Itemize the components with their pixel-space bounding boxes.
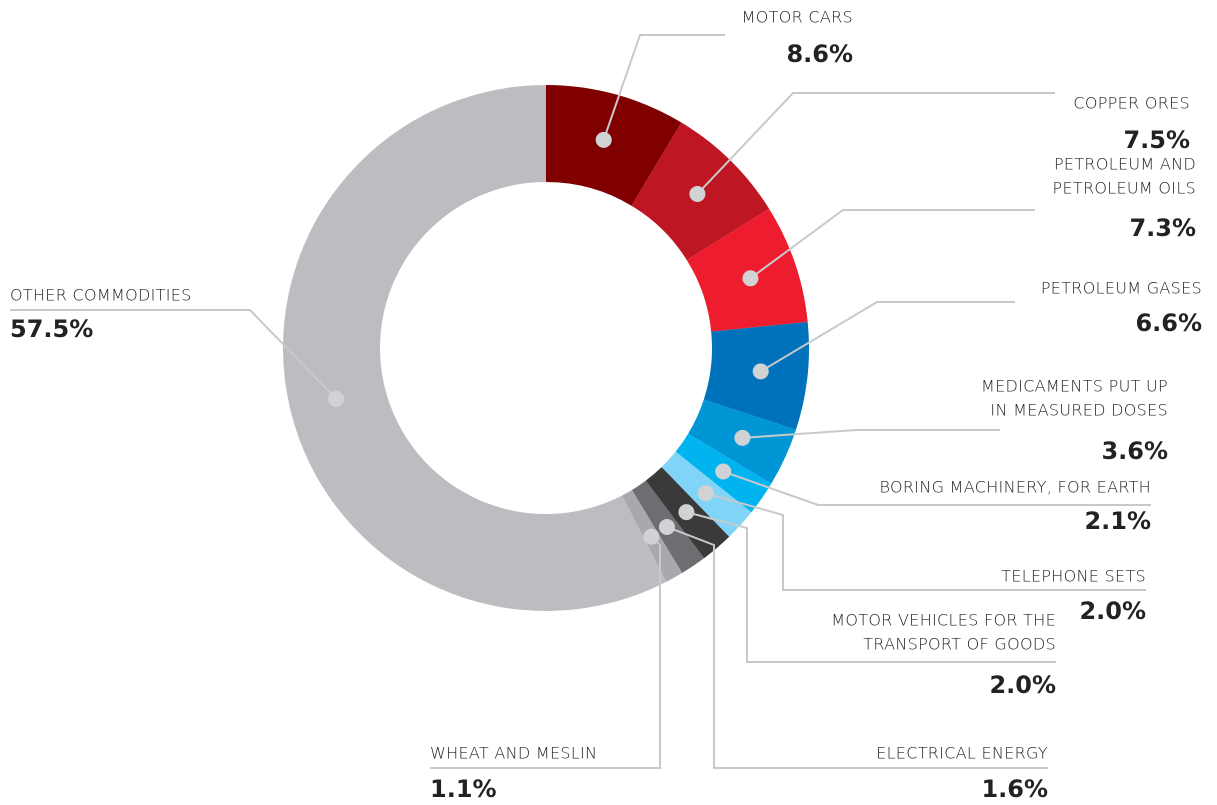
- label-dot: [689, 185, 706, 202]
- label-dot: [643, 528, 660, 545]
- value-label: 1.6%: [981, 775, 1048, 803]
- category-label: TELEPHONE SETS: [1001, 567, 1146, 586]
- label-dot: [734, 429, 751, 446]
- leader-line: [686, 511, 1056, 663]
- category-label: BORING MACHINERY, FOR EARTH: [880, 478, 1152, 497]
- category-label: TRANSPORT OF GOODS: [863, 635, 1056, 654]
- donut-segment: [546, 85, 682, 206]
- value-label: 2.1%: [1084, 507, 1151, 535]
- value-label: 57.5%: [10, 315, 93, 343]
- leader-line: [602, 34, 725, 141]
- label-dot: [742, 270, 759, 287]
- value-label: 8.6%: [786, 40, 853, 68]
- label-dot: [752, 363, 769, 380]
- leader-line: [749, 209, 1035, 280]
- leader-line: [760, 301, 1015, 373]
- value-label: 7.5%: [1123, 126, 1190, 154]
- category-label: PETROLEUM OILS: [1053, 179, 1196, 198]
- label-dot: [328, 390, 345, 407]
- category-label: IN MEASURED DOSES: [990, 401, 1168, 420]
- value-label: 1.1%: [430, 775, 497, 803]
- value-label: 2.0%: [989, 671, 1056, 699]
- label-dot: [658, 518, 675, 535]
- category-label: ELECTRICAL ENERGY: [876, 744, 1048, 763]
- category-label: OTHER COMMODITIES: [10, 286, 192, 305]
- category-label: MOTOR VEHICLES FOR THE: [831, 611, 1056, 630]
- leader-line: [696, 92, 1055, 195]
- label-dot: [595, 131, 612, 148]
- leader-line: [722, 470, 1151, 506]
- label-dot: [715, 463, 732, 480]
- value-label: 6.6%: [1135, 309, 1202, 337]
- category-label: COPPER ORES: [1073, 94, 1190, 113]
- category-label: PETROLEUM AND: [1054, 155, 1196, 174]
- label-dot: [678, 504, 695, 521]
- label-dot: [697, 485, 714, 502]
- leader-line: [705, 492, 1146, 591]
- value-label: 2.0%: [1079, 597, 1146, 625]
- category-label: MOTOR CARS: [742, 8, 853, 27]
- leader-line: [742, 429, 1000, 439]
- donut-segment: [686, 208, 808, 332]
- value-label: 3.6%: [1101, 437, 1168, 465]
- value-label: 7.3%: [1129, 214, 1196, 242]
- category-label: WHEAT AND MESLIN: [430, 744, 597, 763]
- leader-line: [666, 526, 1048, 769]
- leader-line: [10, 309, 337, 400]
- donut-segment: [283, 85, 667, 611]
- category-label: PETROLEUM GASES: [1041, 279, 1202, 298]
- category-label: MEDICAMENTS PUT UP: [981, 377, 1168, 396]
